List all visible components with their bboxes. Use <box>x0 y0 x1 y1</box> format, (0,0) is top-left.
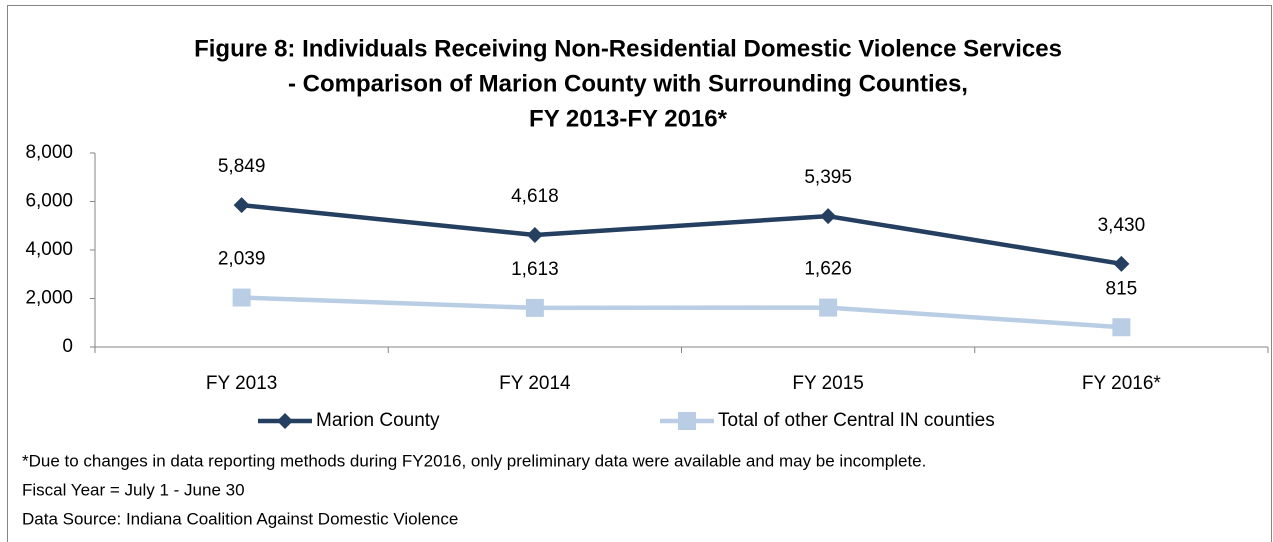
data-label: 815 <box>1106 278 1138 299</box>
footnote: *Due to changes in data reporting method… <box>22 451 926 470</box>
data-point <box>525 298 544 317</box>
data-point <box>1113 255 1130 272</box>
y-tick-label: 6,000 <box>25 191 73 212</box>
series-line <box>241 202 1122 267</box>
data-label: 3,430 <box>1098 215 1146 236</box>
data-point <box>233 197 250 214</box>
data-label: 5,849 <box>218 156 266 177</box>
y-tick-label: 0 <box>62 336 73 357</box>
data-point <box>1112 318 1131 337</box>
chart-title: - Comparison of Marion County with Surro… <box>288 70 968 97</box>
x-tick-label: FY 2015 <box>792 373 863 394</box>
data-point <box>526 227 543 244</box>
chart-title: Figure 8: Individuals Receiving Non-Resi… <box>194 35 1062 62</box>
footnote: Data Source: Indiana Coalition Against D… <box>22 509 458 528</box>
legend-label: Total of other Central IN counties <box>718 410 995 431</box>
chart-title: FY 2013-FY 2016* <box>529 105 728 132</box>
data-label: 1,626 <box>804 259 852 280</box>
y-tick-label: 2,000 <box>25 288 73 309</box>
y-tick-label: 4,000 <box>25 239 73 260</box>
footnote: Fiscal Year = July 1 - June 30 <box>22 480 245 499</box>
data-label: 4,618 <box>511 186 559 207</box>
legend-label: Marion County <box>316 410 440 431</box>
data-label: 2,039 <box>218 249 266 270</box>
x-tick-label: FY 2013 <box>206 373 277 394</box>
data-label: 1,613 <box>511 259 559 280</box>
data-point <box>820 208 837 225</box>
legend-marker <box>277 413 293 429</box>
y-tick-label: 8,000 <box>25 142 73 163</box>
data-label: 5,395 <box>804 167 852 188</box>
x-tick-label: FY 2016* <box>1082 373 1161 394</box>
legend-marker <box>678 412 696 430</box>
data-point <box>819 298 838 317</box>
series-line <box>241 295 1122 330</box>
x-tick-label: FY 2014 <box>499 373 571 394</box>
data-point <box>232 288 251 307</box>
chart-frame <box>7 5 1272 542</box>
